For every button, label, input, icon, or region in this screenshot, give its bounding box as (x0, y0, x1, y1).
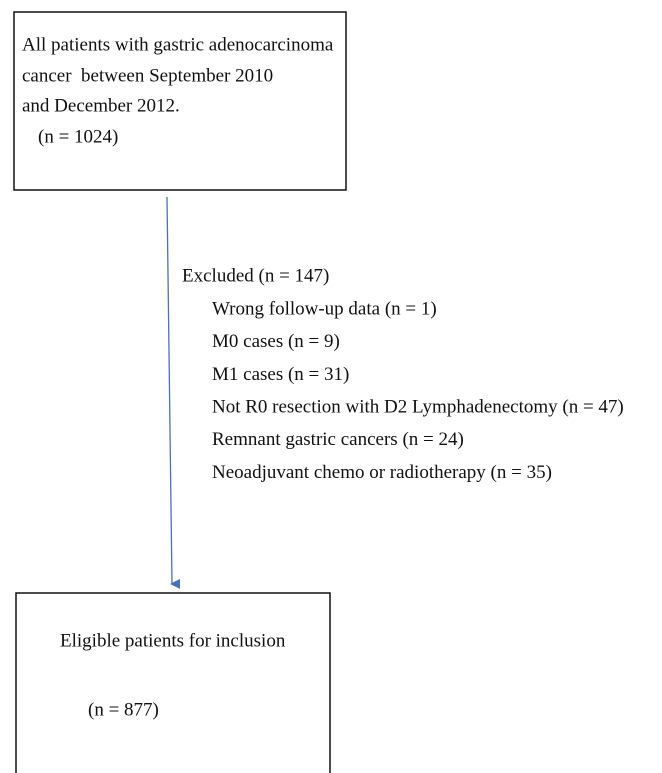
exclusion-list: Wrong follow-up data (n = 1) M0 cases (n … (212, 298, 624, 483)
arrow (166, 196, 181, 589)
start-box (13, 11, 347, 191)
box-text: (n = 1024) (38, 126, 118, 147)
box-text: Eligible patients for inclusion (60, 630, 286, 651)
exclusion-item: Neoadjuvant chemo or radiotherapy (n = 3… (212, 462, 552, 483)
box-text: All patients with gastric adenocarcinoma (22, 34, 334, 55)
exclusion-item: Wrong follow-up data (n = 1) (212, 298, 437, 319)
exclusion-item: Not R0 resection with D2 Lymphadenectomy… (212, 396, 624, 417)
exclusion-item: M0 cases (n = 9) (212, 331, 340, 352)
box-text: (n = 877) (88, 699, 159, 720)
exclusion-title: Excluded (n = 147) (182, 265, 329, 286)
exclusion-item: M1 cases (n = 31) (212, 364, 349, 385)
end-box (15, 592, 331, 773)
box-text: cancer between September 2010 (22, 65, 273, 86)
exclusion-item: Remnant gastric cancers (n = 24) (212, 429, 464, 450)
box-text: and December 2012. (22, 95, 180, 116)
